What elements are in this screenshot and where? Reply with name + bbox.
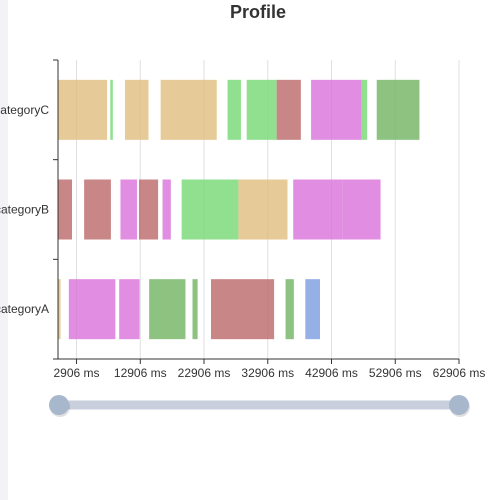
gantt-bar[interactable]: [227, 79, 241, 140]
chart-title: Profile: [229, 2, 286, 22]
gantt-bar[interactable]: [210, 279, 275, 340]
x-tick-label: 32906 ms: [241, 366, 294, 380]
left-edge-strip: [0, 0, 8, 500]
x-tick-label: 12906 ms: [114, 366, 167, 380]
gantt-bar[interactable]: [276, 79, 301, 140]
gantt-bar[interactable]: [246, 79, 277, 140]
gantt-bar[interactable]: [305, 279, 320, 340]
gantt-bar[interactable]: [285, 279, 294, 340]
y-tick-label: categoryC: [0, 103, 49, 117]
x-tick-label: 22906 ms: [178, 366, 231, 380]
x-tick-label: 2906 ms: [54, 366, 100, 380]
gantt-bar[interactable]: [120, 179, 138, 240]
datazoom-end-handle[interactable]: [449, 395, 469, 415]
gantt-bar[interactable]: [293, 179, 343, 240]
gantt-bar[interactable]: [58, 179, 73, 240]
gantt-bar[interactable]: [160, 79, 217, 140]
gantt-bar[interactable]: [119, 279, 140, 340]
y-tick-label: categoryA: [0, 302, 49, 316]
gantt-bar[interactable]: [192, 279, 198, 340]
x-tick-label: 52906 ms: [369, 366, 422, 380]
gantt-bar[interactable]: [138, 179, 159, 240]
y-tick-label: categoryB: [0, 203, 49, 217]
gantt-bar[interactable]: [376, 79, 420, 140]
gantt-bar[interactable]: [110, 79, 113, 140]
gantt-bar[interactable]: [84, 179, 111, 240]
gantt-bar[interactable]: [68, 279, 116, 340]
gantt-bar[interactable]: [58, 279, 61, 340]
gantt-bar[interactable]: [361, 79, 368, 140]
gantt-bar[interactable]: [311, 79, 362, 140]
gantt-bar[interactable]: [238, 179, 288, 240]
x-tick-label: 62906 ms: [433, 366, 486, 380]
datazoom-start-handle[interactable]: [49, 395, 69, 415]
gantt-bar[interactable]: [181, 179, 239, 240]
gantt-bar[interactable]: [149, 279, 186, 340]
gantt-bar[interactable]: [162, 179, 171, 240]
x-tick-label: 42906 ms: [305, 366, 358, 380]
gantt-bar[interactable]: [124, 79, 149, 140]
gantt-bar[interactable]: [58, 79, 108, 140]
gantt-bar[interactable]: [342, 179, 381, 240]
